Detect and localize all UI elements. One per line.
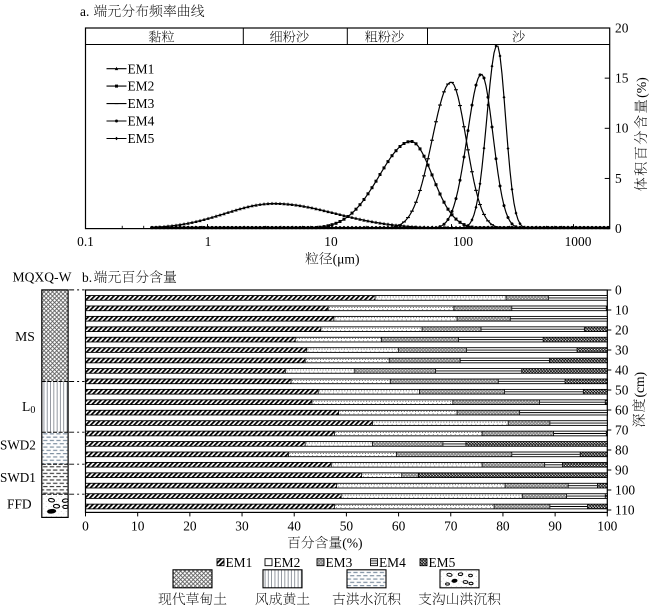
svg-text:EM5: EM5 xyxy=(128,131,155,146)
svg-text:50: 50 xyxy=(615,382,629,397)
svg-text:(%): (%) xyxy=(634,77,650,98)
svg-text:30: 30 xyxy=(235,519,249,534)
svg-text:10: 10 xyxy=(615,302,629,317)
svg-text:EM5: EM5 xyxy=(429,555,456,570)
svg-text:MQXQ-W: MQXQ-W xyxy=(13,270,72,285)
svg-text:(%): (%) xyxy=(342,536,362,552)
svg-text:0: 0 xyxy=(615,221,622,236)
svg-text:5: 5 xyxy=(615,171,622,186)
svg-text:70: 70 xyxy=(444,519,458,534)
svg-text:90: 90 xyxy=(615,462,629,477)
svg-text:FFD: FFD xyxy=(7,497,32,512)
svg-text:10: 10 xyxy=(131,519,145,534)
svg-text:100: 100 xyxy=(453,234,473,249)
svg-text:EM1: EM1 xyxy=(226,555,253,570)
svg-text:100: 100 xyxy=(615,482,635,497)
svg-text:15: 15 xyxy=(615,71,629,86)
svg-text:40: 40 xyxy=(288,519,302,534)
svg-text:0: 0 xyxy=(615,282,622,297)
svg-text:(μm): (μm) xyxy=(333,252,360,268)
svg-text:EM4: EM4 xyxy=(128,114,155,129)
svg-text:EM1: EM1 xyxy=(128,61,155,76)
svg-text:SWD2: SWD2 xyxy=(0,438,36,453)
svg-text:EM2: EM2 xyxy=(128,79,155,94)
svg-text:MS: MS xyxy=(15,329,35,344)
svg-text:b.: b. xyxy=(82,270,92,285)
svg-text:EM3: EM3 xyxy=(326,555,353,570)
svg-text:40: 40 xyxy=(615,362,629,377)
svg-text:20: 20 xyxy=(183,519,197,534)
svg-text:0: 0 xyxy=(82,519,89,534)
svg-text:(cm): (cm) xyxy=(632,372,648,398)
svg-text:1: 1 xyxy=(205,234,212,249)
svg-text:50: 50 xyxy=(340,519,354,534)
svg-text:20: 20 xyxy=(615,20,629,35)
svg-text:SWD1: SWD1 xyxy=(0,470,36,485)
svg-text:EM3: EM3 xyxy=(128,96,155,111)
svg-text:1000: 1000 xyxy=(565,234,592,249)
svg-text:a.: a. xyxy=(80,4,89,19)
svg-text:90: 90 xyxy=(548,519,562,534)
svg-text:EM4: EM4 xyxy=(379,555,406,570)
svg-text:10: 10 xyxy=(324,234,338,249)
svg-text:80: 80 xyxy=(496,519,510,534)
svg-text:70: 70 xyxy=(615,422,629,437)
svg-text:60: 60 xyxy=(615,402,629,417)
svg-text:0.1: 0.1 xyxy=(77,234,94,249)
svg-text:100: 100 xyxy=(597,519,617,534)
svg-text:10: 10 xyxy=(615,121,629,136)
svg-text:EM2: EM2 xyxy=(274,555,301,570)
svg-text:60: 60 xyxy=(392,519,406,534)
svg-text:110: 110 xyxy=(615,502,635,517)
svg-text:80: 80 xyxy=(615,442,629,457)
svg-text:20: 20 xyxy=(615,322,629,337)
svg-text:30: 30 xyxy=(615,342,629,357)
